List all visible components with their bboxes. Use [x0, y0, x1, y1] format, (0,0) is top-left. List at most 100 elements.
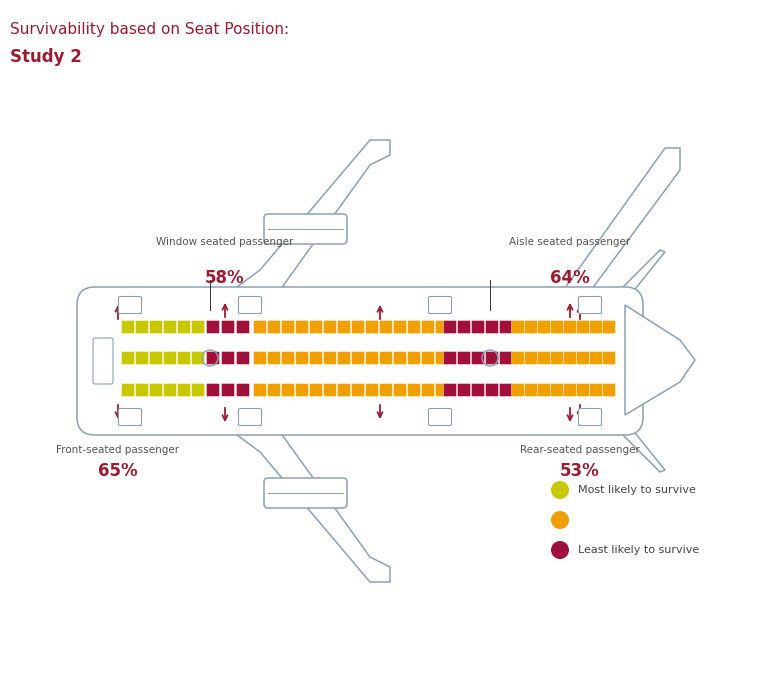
FancyBboxPatch shape	[603, 384, 616, 396]
Text: 64%: 64%	[550, 248, 590, 287]
FancyBboxPatch shape	[512, 321, 525, 334]
FancyBboxPatch shape	[538, 321, 551, 334]
Text: Window seated passenger: Window seated passenger	[156, 237, 294, 247]
FancyBboxPatch shape	[408, 352, 421, 365]
FancyBboxPatch shape	[239, 408, 262, 425]
FancyBboxPatch shape	[122, 321, 135, 334]
Polygon shape	[210, 140, 390, 307]
FancyBboxPatch shape	[435, 321, 448, 334]
FancyBboxPatch shape	[207, 352, 220, 365]
FancyBboxPatch shape	[337, 384, 350, 396]
FancyBboxPatch shape	[324, 321, 337, 334]
FancyBboxPatch shape	[222, 384, 235, 396]
FancyBboxPatch shape	[164, 352, 177, 365]
FancyBboxPatch shape	[310, 321, 323, 334]
Circle shape	[551, 541, 569, 559]
FancyBboxPatch shape	[149, 321, 162, 334]
FancyBboxPatch shape	[119, 297, 142, 313]
FancyBboxPatch shape	[236, 321, 249, 334]
FancyBboxPatch shape	[471, 384, 484, 396]
FancyBboxPatch shape	[590, 352, 603, 365]
FancyBboxPatch shape	[135, 384, 148, 396]
Text: 58%: 58%	[205, 248, 245, 287]
FancyBboxPatch shape	[564, 321, 577, 334]
Text: Front-seated passenger: Front-seated passenger	[57, 445, 180, 455]
FancyBboxPatch shape	[435, 352, 448, 365]
FancyBboxPatch shape	[366, 352, 379, 365]
FancyBboxPatch shape	[351, 384, 364, 396]
Circle shape	[551, 481, 569, 499]
FancyBboxPatch shape	[444, 321, 457, 334]
FancyBboxPatch shape	[538, 352, 551, 365]
FancyBboxPatch shape	[351, 321, 364, 334]
FancyBboxPatch shape	[310, 384, 323, 396]
FancyBboxPatch shape	[525, 321, 538, 334]
FancyBboxPatch shape	[268, 352, 281, 365]
FancyBboxPatch shape	[149, 352, 162, 365]
FancyBboxPatch shape	[393, 352, 406, 365]
FancyBboxPatch shape	[486, 352, 499, 365]
FancyBboxPatch shape	[191, 384, 204, 396]
Polygon shape	[590, 250, 665, 308]
FancyBboxPatch shape	[578, 297, 601, 313]
FancyBboxPatch shape	[191, 321, 204, 334]
FancyBboxPatch shape	[551, 352, 564, 365]
FancyBboxPatch shape	[268, 384, 281, 396]
FancyBboxPatch shape	[428, 408, 451, 425]
Polygon shape	[560, 148, 680, 305]
FancyBboxPatch shape	[471, 352, 484, 365]
FancyBboxPatch shape	[408, 384, 421, 396]
FancyBboxPatch shape	[551, 321, 564, 334]
FancyBboxPatch shape	[337, 321, 350, 334]
FancyBboxPatch shape	[366, 384, 379, 396]
FancyBboxPatch shape	[393, 384, 406, 396]
FancyBboxPatch shape	[282, 352, 295, 365]
FancyBboxPatch shape	[457, 384, 470, 396]
FancyBboxPatch shape	[295, 321, 308, 334]
FancyBboxPatch shape	[236, 384, 249, 396]
Polygon shape	[210, 415, 390, 582]
FancyBboxPatch shape	[164, 384, 177, 396]
FancyBboxPatch shape	[512, 384, 525, 396]
FancyBboxPatch shape	[264, 478, 347, 508]
FancyBboxPatch shape	[366, 321, 379, 334]
Text: 53%: 53%	[560, 462, 600, 480]
FancyBboxPatch shape	[577, 352, 590, 365]
FancyBboxPatch shape	[551, 384, 564, 396]
FancyBboxPatch shape	[500, 352, 513, 365]
FancyBboxPatch shape	[538, 384, 551, 396]
FancyBboxPatch shape	[177, 352, 190, 365]
FancyBboxPatch shape	[444, 352, 457, 365]
Text: Most likely to survive: Most likely to survive	[578, 485, 696, 495]
FancyBboxPatch shape	[177, 321, 190, 334]
FancyBboxPatch shape	[486, 384, 499, 396]
Text: Study 2: Study 2	[10, 48, 82, 66]
FancyBboxPatch shape	[324, 384, 337, 396]
FancyBboxPatch shape	[525, 352, 538, 365]
FancyBboxPatch shape	[77, 287, 643, 435]
FancyBboxPatch shape	[236, 352, 249, 365]
FancyBboxPatch shape	[295, 352, 308, 365]
FancyBboxPatch shape	[564, 384, 577, 396]
FancyBboxPatch shape	[379, 321, 392, 334]
FancyBboxPatch shape	[564, 352, 577, 365]
FancyBboxPatch shape	[457, 321, 470, 334]
FancyBboxPatch shape	[512, 352, 525, 365]
FancyBboxPatch shape	[239, 297, 262, 313]
FancyBboxPatch shape	[282, 321, 295, 334]
FancyBboxPatch shape	[253, 352, 266, 365]
FancyBboxPatch shape	[191, 352, 204, 365]
FancyBboxPatch shape	[603, 352, 616, 365]
Text: 65%: 65%	[98, 462, 138, 480]
FancyBboxPatch shape	[119, 408, 142, 425]
FancyBboxPatch shape	[122, 384, 135, 396]
FancyBboxPatch shape	[577, 321, 590, 334]
FancyBboxPatch shape	[590, 384, 603, 396]
FancyBboxPatch shape	[222, 352, 235, 365]
FancyBboxPatch shape	[500, 321, 513, 334]
FancyBboxPatch shape	[500, 384, 513, 396]
FancyBboxPatch shape	[324, 352, 337, 365]
FancyBboxPatch shape	[268, 321, 281, 334]
FancyBboxPatch shape	[422, 352, 435, 365]
Circle shape	[551, 511, 569, 529]
